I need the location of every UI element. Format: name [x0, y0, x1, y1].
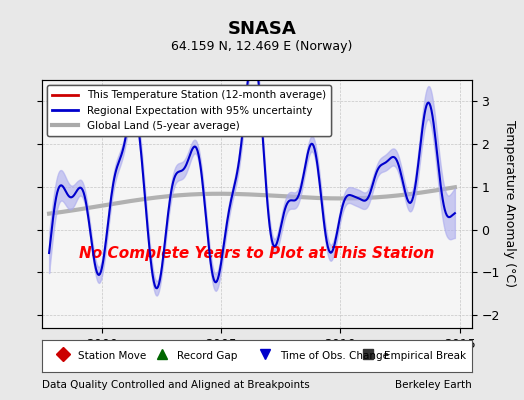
Text: Time of Obs. Change: Time of Obs. Change: [280, 351, 389, 361]
Text: Berkeley Earth: Berkeley Earth: [395, 380, 472, 390]
Text: Station Move: Station Move: [79, 351, 147, 361]
Text: SNASA: SNASA: [227, 20, 297, 38]
Legend: This Temperature Station (12-month average), Regional Expectation with 95% uncer: This Temperature Station (12-month avera…: [47, 85, 331, 136]
Text: Record Gap: Record Gap: [177, 351, 238, 361]
Y-axis label: Temperature Anomaly (°C): Temperature Anomaly (°C): [504, 120, 516, 288]
Text: Data Quality Controlled and Aligned at Breakpoints: Data Quality Controlled and Aligned at B…: [42, 380, 310, 390]
Text: No Complete Years to Plot at This Station: No Complete Years to Plot at This Statio…: [79, 246, 434, 261]
Text: 64.159 N, 12.469 E (Norway): 64.159 N, 12.469 E (Norway): [171, 40, 353, 53]
Text: Empirical Break: Empirical Break: [384, 351, 466, 361]
